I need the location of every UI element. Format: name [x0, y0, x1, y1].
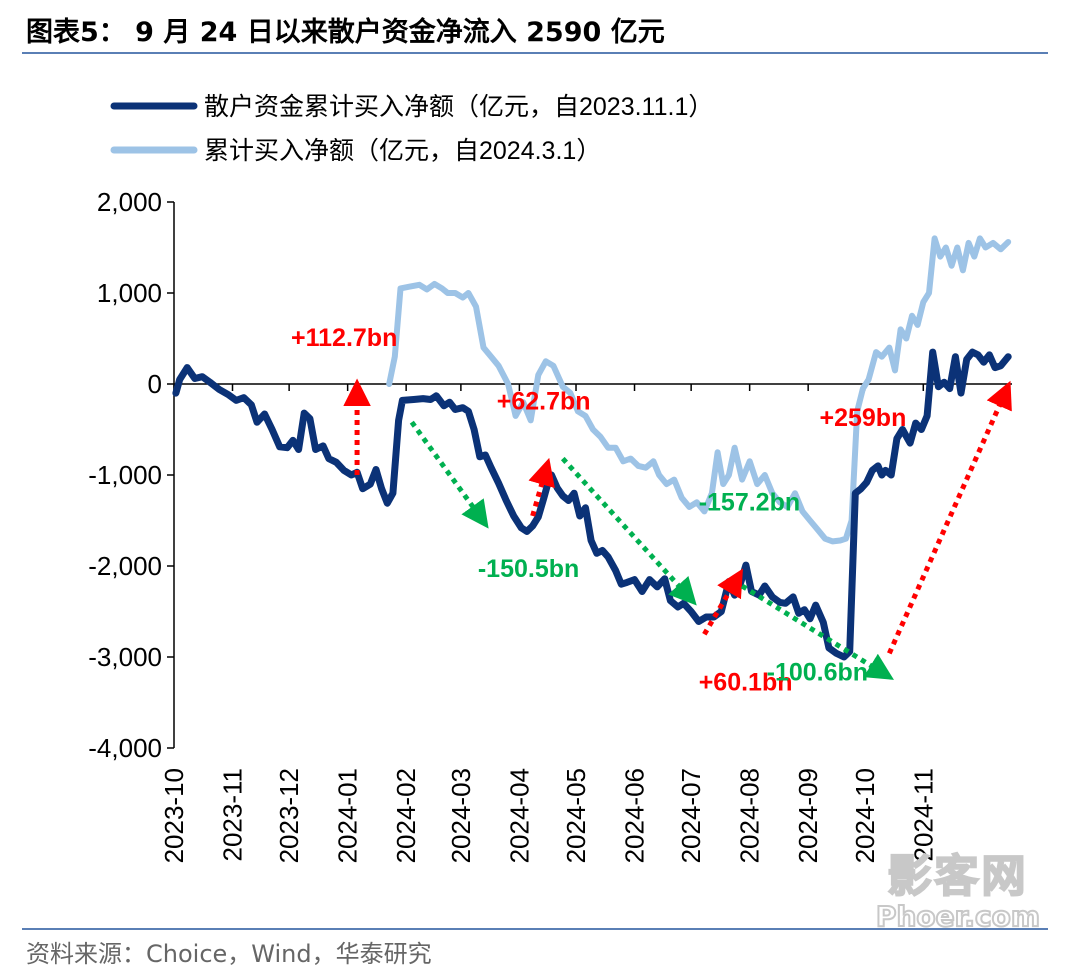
x-tick-label: 2024-01 [333, 768, 363, 863]
y-tick-label: -1,000 [88, 460, 162, 490]
x-tick-label: 2023-12 [274, 768, 304, 863]
source-divider [22, 928, 1048, 930]
x-tick-label: 2024-02 [391, 768, 421, 863]
annotation-label: +259bn [819, 404, 906, 432]
x-tick-label: 2024-11 [908, 768, 938, 862]
chart-annotations: +112.7bn +62.7bn +60.1bn +259bn -150.5bn -157… [291, 324, 1012, 697]
watermark-logo: 影客网 Phoer.com [868, 851, 1048, 933]
x-tick-label: 2024-06 [620, 768, 650, 863]
outflow-arrow [409, 420, 489, 529]
annotation-label: +60.1bn [699, 669, 793, 697]
inflow-arrow [887, 380, 1012, 655]
x-tick-label: 2024-03 [446, 768, 476, 863]
x-tick-label: 2024-07 [676, 768, 706, 863]
inflow-arrow [702, 568, 744, 636]
y-tick-label: -4,000 [88, 733, 162, 763]
annotation-label: +62.7bn [497, 387, 591, 415]
watermark-line2: Phoer.com [875, 900, 1041, 933]
x-tick-label: 2024-10 [850, 768, 880, 863]
annotation-label: -100.6bn [767, 659, 868, 687]
x-tick-label: 2023-11 [218, 768, 248, 862]
source-note: 资料来源：Choice，Wind，华泰研究 [26, 940, 432, 968]
x-tick-label: 2024-09 [793, 768, 823, 863]
x-tick-label: 2024-04 [504, 768, 534, 863]
chart-series [172, 235, 1012, 661]
x-tick-label: 2024-08 [735, 768, 765, 863]
outflow-arrow [560, 456, 697, 606]
series-cumulative-since-march-line [386, 235, 1012, 545]
y-tick-label: -3,000 [88, 642, 162, 672]
y-tick-label: 0 [148, 369, 162, 399]
annotation-label: +112.7bn [291, 324, 397, 352]
annotation-label: -157.2bn [699, 488, 800, 516]
y-tick-label: 1,000 [97, 278, 162, 308]
series-retail-cumulative-line [172, 348, 1012, 661]
chart-axes: 2,000 1,000 0 -1,000 -2,000 -3,000 -4,000 2023-… [88, 187, 1012, 863]
annotation-label: -150.5bn [478, 555, 579, 583]
watermark-line1: 影客网 [887, 851, 1029, 903]
y-tick-label: 2,000 [97, 187, 162, 217]
x-tick-label: 2023-10 [159, 768, 189, 863]
y-tick-label: -2,000 [88, 551, 162, 581]
chart-legend: 散户资金累计买入净额（亿元，自2023.11.1） 累计买入净额（亿元，自2024… [110, 93, 713, 165]
outflow-arrow [740, 583, 894, 680]
legend-label: 散户资金累计买入净额（亿元，自2023.11.1） [204, 93, 713, 121]
title-divider [22, 52, 1048, 54]
legend-label: 累计买入净额（亿元，自2024.3.1） [204, 137, 601, 165]
chart-title: 图表5： 9 月 24 日以来散户资金净流入 2590 亿元 [26, 17, 665, 48]
x-tick-label: 2024-05 [561, 768, 591, 863]
line-chart: 散户资金累计买入净额（亿元，自2023.11.1） 累计买入净额（亿元，自2024… [88, 93, 1012, 863]
